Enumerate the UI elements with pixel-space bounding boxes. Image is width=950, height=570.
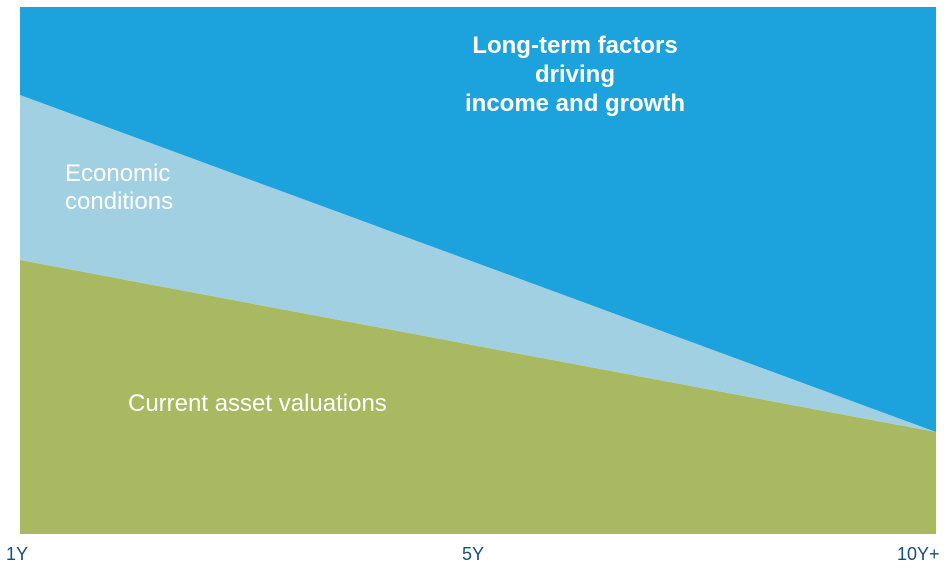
x-axis-label-1y: 1Y xyxy=(6,544,28,565)
label-economic-conditions: Economicconditions xyxy=(65,160,173,216)
factor-weighting-chart: Long-term factorsdrivingincome and growt… xyxy=(0,0,950,570)
x-axis-label-5y: 5Y xyxy=(462,544,484,565)
x-axis-label-10y: 10Y+ xyxy=(897,544,940,565)
label-long-term-factors: Long-term factorsdrivingincome and growt… xyxy=(465,32,685,118)
label-current-asset-valuations: Current asset valuations xyxy=(128,390,387,418)
